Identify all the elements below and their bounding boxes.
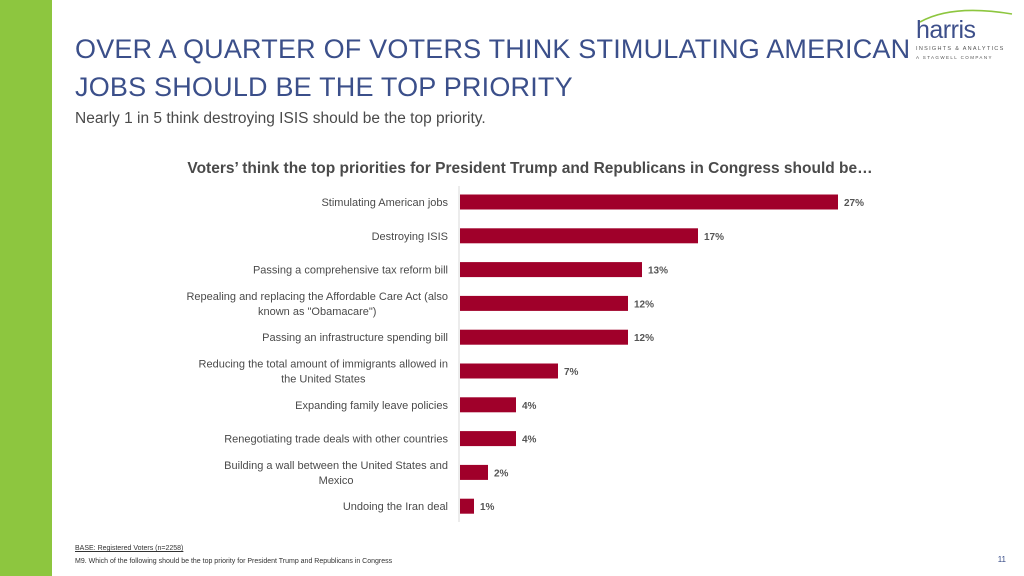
logo-tagline: INSIGHTS & ANALYTICS (916, 46, 1005, 52)
category-label: Stimulating American jobs (321, 197, 448, 209)
category-label: Destroying ISIS (372, 231, 448, 243)
bar (460, 329, 628, 345)
slide-title: OVER A QUARTER OF VOTERS THINK STIMULATI… (75, 34, 911, 102)
category-label: Reducing the total amount of immigrants … (199, 359, 448, 371)
bar-value-label: 7% (564, 367, 579, 378)
page-number: 11 (997, 555, 1006, 564)
bar-value-label: 1% (480, 502, 495, 513)
bar-value-label: 12% (634, 333, 654, 344)
footer-question: M9. Which of the following should be the… (75, 558, 393, 565)
footer-base: BASE: Registered Voters (n=2258) (75, 545, 184, 552)
category-label: Passing an infrastructure spending bill (262, 332, 448, 344)
bar-value-label: 4% (522, 401, 537, 412)
category-label: Undoing the Iran deal (343, 501, 448, 513)
category-label: Renegotiating trade deals with other cou… (224, 434, 448, 446)
category-label: Passing a comprehensive tax reform bill (253, 265, 448, 277)
bar (460, 464, 488, 480)
bar (460, 397, 516, 413)
logo-company: A STAGWELL COMPANY (916, 55, 993, 60)
category-label: known as "Obamacare") (258, 306, 376, 318)
bar-value-label: 12% (634, 299, 654, 310)
bar (460, 498, 474, 514)
category-label: Repealing and replacing the Affordable C… (186, 291, 448, 303)
bar-value-label: 27% (844, 198, 864, 209)
category-label: Expanding family leave policies (295, 400, 448, 412)
logo-wordmark: harris (916, 16, 976, 44)
slide-subtitle: Nearly 1 in 5 think destroying ISIS shou… (75, 110, 486, 127)
category-label: the United States (281, 374, 366, 386)
bar (460, 262, 642, 278)
bar (460, 194, 838, 210)
bar (460, 295, 628, 311)
harris-logo: harris INSIGHTS & ANALYTICS A STAGWELL C… (912, 6, 1016, 62)
bar (460, 228, 698, 244)
accent-bar (0, 0, 52, 576)
bar-value-label: 4% (522, 435, 537, 446)
bar (460, 431, 516, 447)
logo-swoosh-icon (919, 9, 1013, 23)
bar-value-label: 2% (494, 468, 509, 479)
chart-title: Voters’ think the top priorities for Pre… (187, 160, 873, 177)
category-label: Mexico (319, 475, 354, 487)
category-label: Building a wall between the United State… (224, 460, 448, 472)
bar-value-label: 17% (704, 232, 724, 243)
bar-value-label: 13% (648, 266, 668, 277)
bar (460, 363, 558, 379)
